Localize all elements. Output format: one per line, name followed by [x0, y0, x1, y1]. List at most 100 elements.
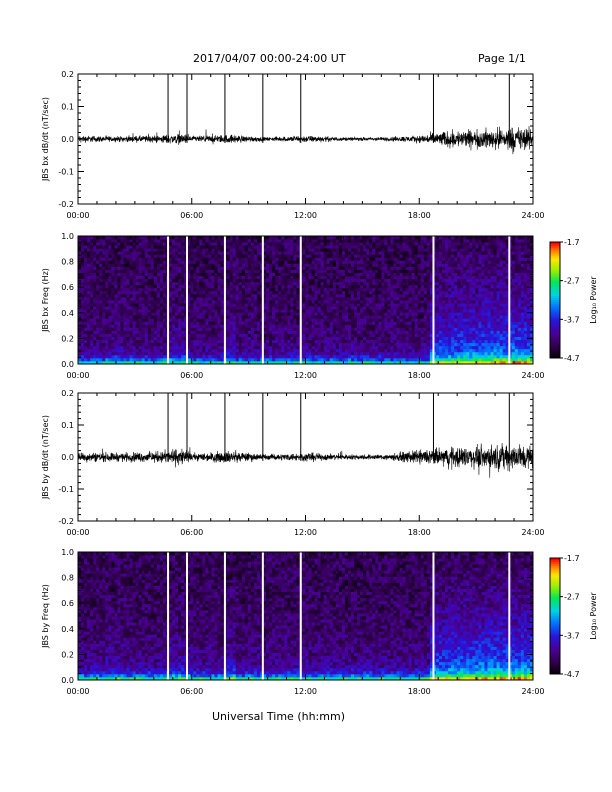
spectrogram-cell: [81, 357, 85, 362]
spectrogram-cell: [175, 300, 179, 304]
spectrogram-cell: [123, 342, 127, 347]
spectrogram-cell: [172, 281, 176, 286]
spectrogram-cell: [135, 287, 140, 292]
spectrogram-cell: [169, 312, 173, 316]
spectrogram-cell: [354, 293, 358, 298]
spectrogram-cell: [263, 312, 267, 316]
spectrogram-cell: [396, 348, 400, 353]
spectrogram-cell: [184, 242, 188, 246]
spectrogram-cell: [169, 339, 173, 344]
spectrogram-cell: [387, 287, 391, 292]
spectrogram-cell: [275, 272, 279, 277]
spectrogram-cell: [153, 284, 158, 289]
spectrogram-cell: [335, 318, 340, 322]
spectrogram-cell: [135, 272, 140, 277]
spectrogram-cell: [81, 251, 85, 255]
spectrogram-cell: [263, 321, 267, 325]
spectrogram-cell: [347, 293, 352, 298]
spectrogram-cell: [235, 269, 240, 273]
spectrogram-cell: [372, 333, 376, 337]
spectrogram-cell: [357, 278, 361, 283]
spectrogram-cell: [117, 260, 121, 264]
spectrogram-cell: [344, 354, 349, 359]
spectrogram-cell: [278, 272, 282, 277]
spectrogram-cell: [411, 336, 416, 341]
spectrogram-cell: [162, 306, 167, 310]
spectrogram-cell: [326, 345, 331, 350]
spectrogram-cell: [187, 284, 191, 289]
spectrogram-cell: [302, 300, 306, 304]
spectrogram-cell: [360, 345, 364, 350]
spectrogram-cell: [253, 342, 258, 347]
spectrogram-cell: [290, 336, 294, 341]
spectrogram-cell: [175, 236, 179, 240]
spectrogram-cell: [326, 254, 331, 258]
spectrogram-cell: [196, 345, 200, 350]
spectrogram-cell: [135, 303, 140, 307]
spectrogram-cell: [202, 284, 206, 289]
spectrogram-cell: [408, 309, 413, 313]
spectrogram-cell: [232, 348, 237, 353]
spectrogram-cell: [347, 339, 352, 344]
spectrogram-cell: [153, 290, 158, 295]
spectrogram-cell: [178, 272, 182, 277]
spectrogram-cell: [414, 257, 419, 261]
spectrogram-cell: [314, 318, 319, 322]
spectrogram-cell: [211, 242, 215, 246]
spectrogram-cell: [123, 236, 127, 240]
spectrogram-cell: [405, 330, 410, 334]
spectrogram-cell: [287, 236, 291, 240]
spectrogram-cell: [399, 254, 403, 258]
spectrogram-cell: [241, 236, 246, 240]
spectrogram-cell: [162, 296, 167, 301]
spectrogram-cell: [372, 251, 376, 255]
spectrogram-cell: [132, 275, 137, 280]
spectrogram-cell: [150, 318, 155, 322]
spectrogram-cell: [205, 357, 209, 362]
spectrogram-cell: [250, 342, 255, 347]
spectrogram-cell: [323, 309, 328, 313]
spectrogram-cell: [253, 272, 258, 277]
spectrogram-cell: [111, 275, 115, 280]
spectrogram-cell: [308, 296, 312, 301]
spectrogram-cell: [238, 266, 243, 270]
spectrogram-cell: [108, 345, 112, 350]
spectrogram-cell: [323, 336, 328, 341]
spectrogram-cell: [226, 251, 231, 255]
spectrogram-cell: [287, 239, 291, 243]
spectrogram-cell: [153, 357, 158, 362]
spectrogram-cell: [178, 260, 182, 264]
spectrogram-cell: [193, 348, 197, 353]
spectrogram-cell: [99, 236, 103, 240]
spectrogram-cell: [211, 278, 215, 283]
spectrogram-cell: [260, 360, 264, 365]
spectrogram-cell: [357, 330, 361, 334]
spectrogram-cell: [190, 251, 194, 255]
spectrogram-cell: [169, 303, 173, 307]
spectrogram-cell: [284, 251, 288, 255]
spectrogram-cell: [384, 281, 388, 286]
spectrogram-cell: [253, 251, 258, 255]
spectrogram-cell: [390, 357, 394, 362]
spectrogram-cell: [208, 312, 212, 316]
spectrogram-cell: [232, 342, 237, 347]
spectrogram-cell: [426, 284, 431, 289]
spectrogram-cell: [220, 236, 224, 240]
spectrogram-cell: [117, 248, 121, 252]
timeseries-panel-0: [77, 73, 534, 205]
spectrogram-cell: [381, 272, 385, 277]
spectrogram-cell: [108, 239, 112, 243]
spectrogram-cell: [156, 257, 161, 261]
spectrogram-cell: [199, 260, 203, 264]
spectrogram-cell: [347, 306, 352, 310]
spectrogram-cell: [387, 272, 391, 277]
spectrogram-cell: [147, 287, 152, 292]
spectrogram-cell: [241, 287, 246, 292]
spectrogram-cell: [284, 278, 288, 283]
spectrogram-cell: [238, 269, 243, 273]
spectrogram-cell: [308, 290, 312, 295]
spectrogram-cell: [396, 351, 400, 356]
spectrogram-cell: [390, 330, 394, 334]
spectrogram-cell: [317, 293, 322, 298]
spectrogram-cell: [372, 293, 376, 298]
